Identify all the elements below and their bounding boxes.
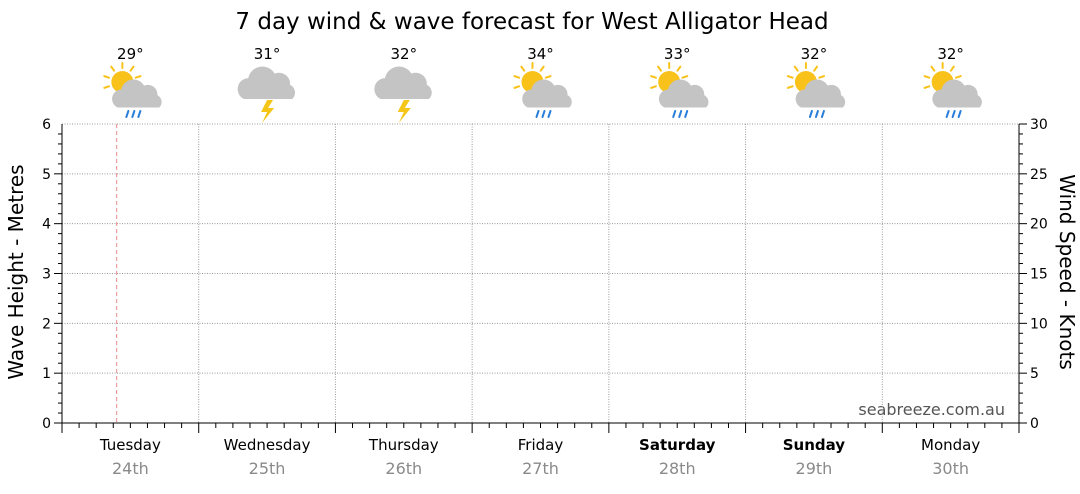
y-right-tick-label: 10 xyxy=(1030,316,1048,332)
day-date: 28th xyxy=(659,459,696,478)
day-date: 25th xyxy=(249,459,286,478)
y-right-tick-label: 25 xyxy=(1030,167,1048,183)
y-right-tick-label: 20 xyxy=(1030,217,1048,233)
day-date: 30th xyxy=(932,459,969,478)
cloud-shape xyxy=(374,66,432,99)
sun-cloud-rain-icon xyxy=(513,62,572,118)
sun-ray xyxy=(923,85,931,89)
lightning-bolt xyxy=(261,100,275,123)
sun-ray xyxy=(103,85,111,89)
day-name: Saturday xyxy=(639,436,716,454)
rain-drop xyxy=(957,110,962,118)
chart-title: 7 day wind & wave forecast for West Alli… xyxy=(235,9,828,35)
sun-ray xyxy=(650,85,657,89)
rain-drop xyxy=(814,110,819,118)
rain-drop xyxy=(678,110,683,118)
y-right-tick-label: 0 xyxy=(1030,416,1039,432)
y-left-tick-label: 0 xyxy=(42,416,51,432)
rain-drop xyxy=(951,110,956,118)
sun-ray xyxy=(818,75,825,79)
rain-drop xyxy=(125,110,130,118)
day-name: Sunday xyxy=(783,436,846,454)
sun-ray xyxy=(103,75,111,79)
y-right-tick-label: 15 xyxy=(1030,267,1048,283)
day-date: 27th xyxy=(522,459,559,478)
rain-drop xyxy=(945,110,950,118)
sun-cloud-rain-icon xyxy=(923,62,982,118)
sun-cloud-rain-icon xyxy=(103,62,162,118)
sun-ray xyxy=(954,75,962,79)
cloud-shape xyxy=(237,66,296,99)
day-temperature: 32° xyxy=(937,45,964,63)
rain-drop xyxy=(547,110,552,118)
day-date: 24th xyxy=(112,459,149,478)
sun-ray xyxy=(786,75,794,79)
sun-ray xyxy=(930,65,936,72)
sun-ray xyxy=(793,65,799,72)
day-temperature: 34° xyxy=(527,45,554,63)
sun-ray xyxy=(110,65,116,72)
day-temperature: 32° xyxy=(801,45,828,63)
sun-ray xyxy=(657,65,662,72)
day-date: 26th xyxy=(385,459,422,478)
day-name: Monday xyxy=(921,436,980,454)
cloud-shape xyxy=(112,79,162,108)
y-left-tick-label: 4 xyxy=(42,217,51,233)
watermark: seabreeze.com.au xyxy=(858,400,1005,419)
y-left-tick-label: 6 xyxy=(42,117,51,133)
sun-ray xyxy=(134,75,142,79)
sun-ray xyxy=(520,65,526,72)
sun-ray xyxy=(676,65,682,72)
y-left-tick-label: 2 xyxy=(42,316,51,332)
sun-ray xyxy=(681,75,689,79)
cloud-shape xyxy=(658,79,709,108)
cloud-shape xyxy=(795,79,846,108)
day-date: 29th xyxy=(796,459,833,478)
y-left-tick-label: 3 xyxy=(42,267,51,283)
sun-ray xyxy=(786,85,794,89)
y-right-tick-label: 5 xyxy=(1030,366,1039,382)
sun-ray xyxy=(813,65,819,72)
day-temperature: 32° xyxy=(390,45,417,63)
rain-drop xyxy=(672,110,677,118)
sun-ray xyxy=(544,75,552,79)
day-name: Friday xyxy=(518,436,564,454)
day-name: Tuesday xyxy=(99,436,161,454)
rain-drop xyxy=(684,110,689,118)
sun-ray xyxy=(513,75,521,79)
sun-ray xyxy=(539,65,545,72)
sun-ray xyxy=(129,65,135,72)
rain-drop xyxy=(820,110,825,118)
day-name: Wednesday xyxy=(224,436,311,454)
cloud-shape xyxy=(932,79,982,108)
y-axis-right-label: Wind Speed - Knots xyxy=(1055,174,1079,370)
y-axis-left-label: Wave Height - Metres xyxy=(4,164,28,379)
day-name: Thursday xyxy=(368,436,439,454)
sun-ray xyxy=(923,75,931,79)
storm-icon xyxy=(237,66,296,123)
sun-ray xyxy=(650,75,657,79)
y-left-tick-label: 1 xyxy=(42,366,51,382)
y-right-tick-label: 30 xyxy=(1030,117,1048,133)
sun-ray xyxy=(513,85,521,89)
cloud-shape xyxy=(522,79,572,108)
y-left-tick-label: 5 xyxy=(42,167,51,183)
sun-cloud-rain-icon xyxy=(650,62,709,118)
day-temperature: 33° xyxy=(664,45,691,63)
rain-drop xyxy=(541,110,546,118)
lightning-bolt xyxy=(397,100,411,123)
storm-icon xyxy=(374,66,432,123)
rain-drop xyxy=(131,110,136,118)
rain-drop xyxy=(535,110,540,118)
rain-drop xyxy=(808,110,813,118)
sun-ray xyxy=(949,65,955,72)
rain-drop xyxy=(137,110,142,118)
sun-cloud-rain-icon xyxy=(786,62,846,118)
day-temperature: 31° xyxy=(254,45,281,63)
day-temperature: 29° xyxy=(117,45,144,63)
